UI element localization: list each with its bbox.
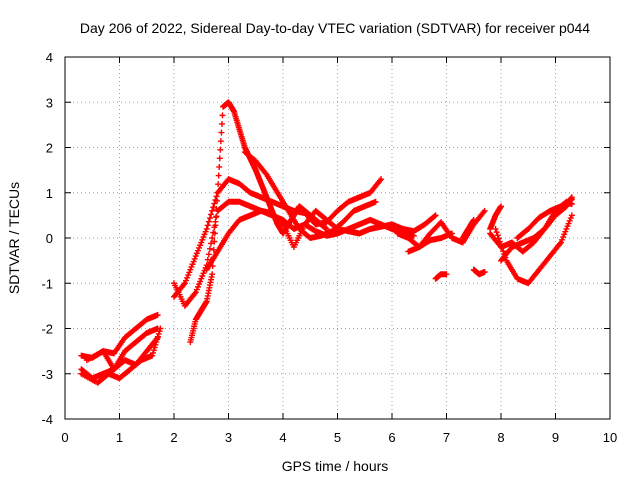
- x-tick-label: 6: [388, 430, 395, 445]
- data-point-markers: [470, 266, 488, 278]
- data-point-markers: [492, 212, 575, 287]
- data-point-markers: [514, 196, 575, 241]
- x-axis-title: GPS time / hours: [282, 458, 389, 474]
- data-point-markers: [78, 325, 164, 386]
- series-arc-19: [514, 196, 575, 241]
- y-tick-label: -1: [41, 276, 53, 291]
- x-tick-label: 8: [497, 430, 504, 445]
- series-arc-13: [459, 216, 477, 241]
- x-tick-label: 0: [61, 430, 68, 445]
- series-arc-11: [405, 230, 455, 255]
- y-tick-label: 1: [46, 186, 53, 201]
- y-tick-label: 2: [46, 141, 53, 156]
- plot-frame: [64, 56, 611, 420]
- series-arc-3: [78, 325, 164, 386]
- data-point-markers: [203, 207, 439, 273]
- data-point-markers: [459, 216, 477, 241]
- y-tick-label: -3: [41, 367, 53, 382]
- chart-title: Day 206 of 2022, Sidereal Day-to-day VTE…: [80, 20, 590, 36]
- series-arc-17: [492, 212, 575, 287]
- data-point-markers: [83, 325, 161, 373]
- data-point-markers: [241, 149, 379, 241]
- series-arc-4: [83, 325, 161, 373]
- y-tick-label: -4: [41, 412, 53, 427]
- data-point-markers: [487, 203, 504, 232]
- series-arc-8: [203, 207, 439, 273]
- series-arc-14: [470, 266, 488, 278]
- x-tick-label: 5: [334, 430, 341, 445]
- x-tick-label: 3: [225, 430, 232, 445]
- x-tick-label: 7: [443, 430, 450, 445]
- x-tick-label: 2: [170, 430, 177, 445]
- y-tick-label: 3: [46, 95, 53, 110]
- y-tick-label: 0: [46, 231, 53, 246]
- x-tick-label: 10: [603, 430, 617, 445]
- axis-ticks: 0 1 2 3 4 5 6 7 8 9 10 -4 -3 -2 -1 0 1 2 3 4: [41, 50, 617, 445]
- y-tick-label: -2: [41, 322, 53, 337]
- series-arc-9: [241, 149, 379, 241]
- y-axis-title: SDTVAR / TECUs: [6, 182, 22, 294]
- x-tick-label: 9: [552, 430, 559, 445]
- series-arc-12: [432, 271, 450, 282]
- x-tick-label: 1: [116, 430, 123, 445]
- x-tick-label: 4: [279, 430, 286, 445]
- data-point-markers: [405, 230, 455, 255]
- y-tick-label: 4: [46, 50, 53, 65]
- data-marks: [78, 99, 575, 386]
- series-arc-15: [487, 203, 504, 232]
- data-point-markers: [432, 271, 450, 282]
